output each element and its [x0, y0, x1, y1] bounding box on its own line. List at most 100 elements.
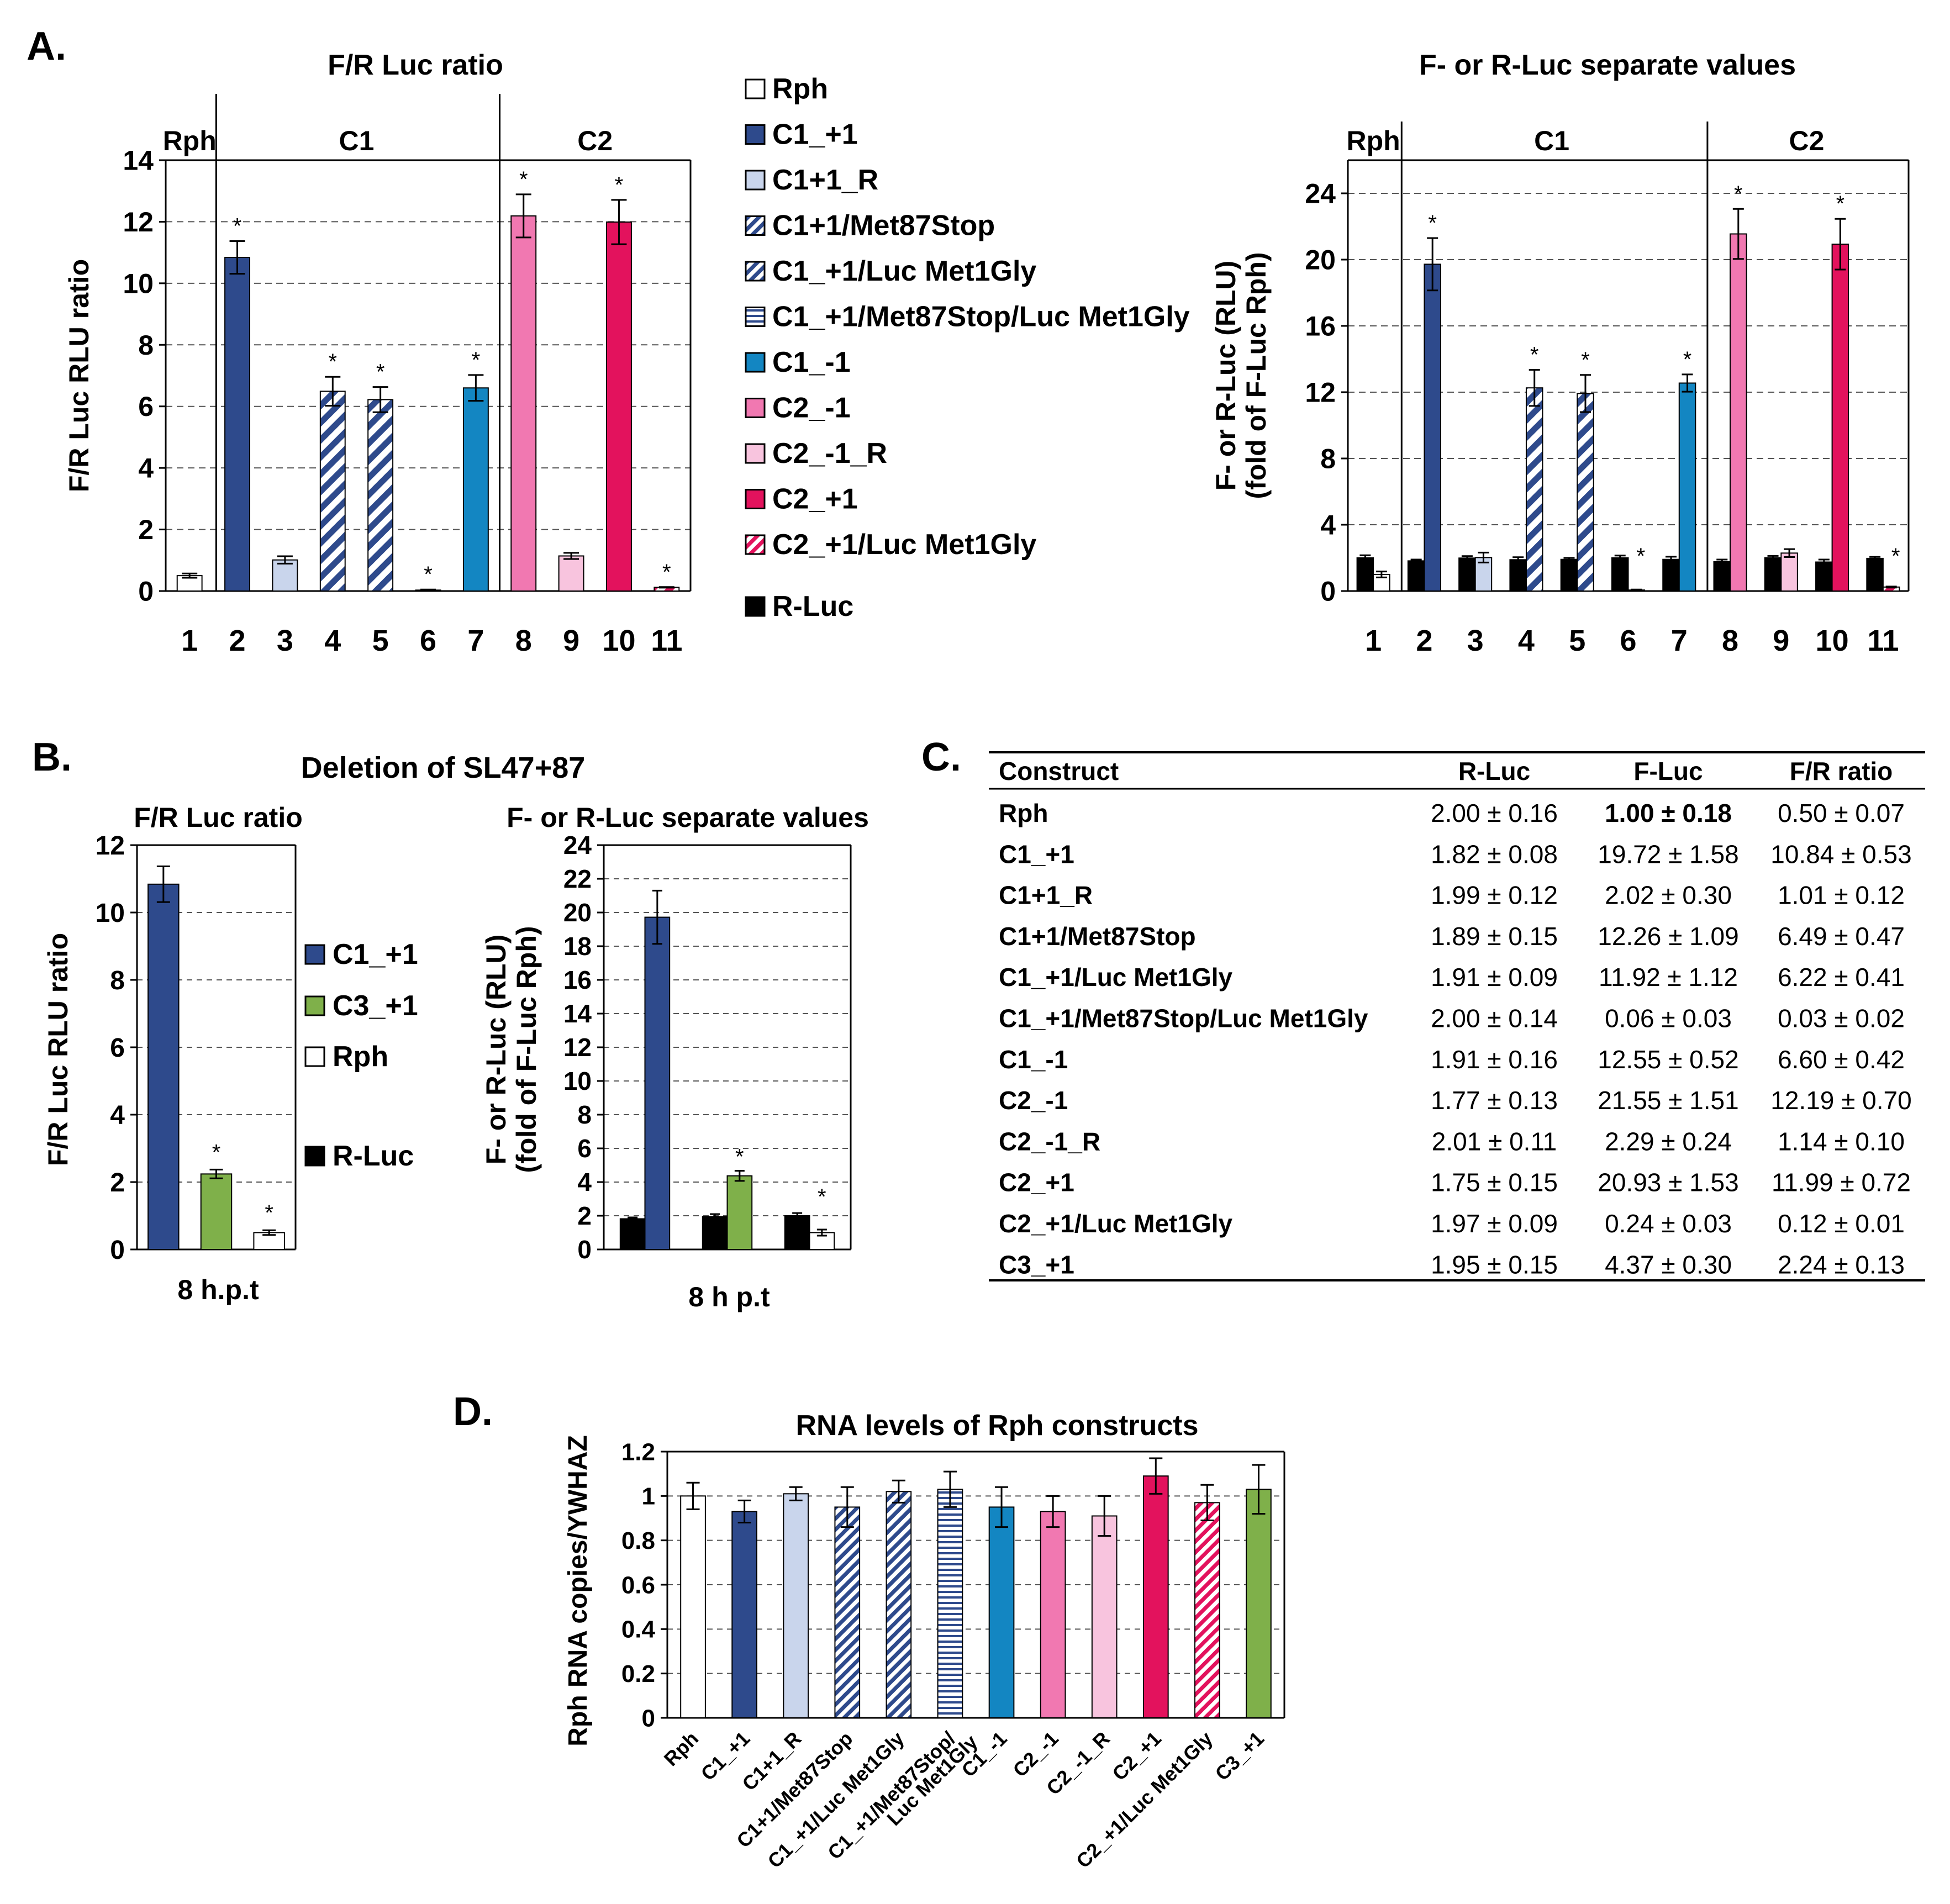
table-c-cell: 12.19 ± 0.70	[1770, 1086, 1911, 1115]
a-left-significance: *	[233, 214, 242, 239]
panel-label-c: C.	[921, 735, 961, 779]
b-right-tick-label: 20	[563, 898, 592, 927]
table-c-construct: Rph	[999, 799, 1048, 827]
a-right-x-label: 3	[1467, 624, 1484, 657]
legend-a-label: C2_+1/Luc Met1Gly	[772, 529, 1036, 561]
a-right-bar-fluc	[1577, 393, 1594, 592]
table-c-cell: 12.55 ± 0.52	[1598, 1045, 1738, 1074]
table-c-construct: C1_+1/Luc Met1Gly	[999, 963, 1233, 991]
a-right-tick-label: 16	[1305, 311, 1336, 342]
a-right-bar-rluc	[1356, 557, 1374, 592]
table-c: Construct R-Luc F-Luc F/R ratio Rph 2.00 ± 0.…	[989, 751, 1925, 1281]
a-left-x-label: 6	[420, 624, 436, 657]
d-x-label: C3_+1	[1210, 1727, 1268, 1785]
legend-b-swatch	[304, 995, 325, 1016]
a-right-x-label: 4	[1518, 624, 1535, 657]
legend-a-swatch	[745, 398, 766, 418]
d-tick-label: 0.8	[621, 1527, 655, 1554]
b-left-bar	[147, 883, 180, 1250]
a-right-tick-label: 4	[1320, 510, 1336, 541]
table-c-header: R-Luc	[1458, 757, 1530, 785]
panel-label-a: A.	[27, 24, 66, 68]
b-left-tick-label: 0	[110, 1236, 125, 1265]
a-right-significance: *	[1683, 347, 1692, 372]
table-c-cell: 2.24 ± 0.13	[1778, 1250, 1905, 1279]
legend-a-label: C2_-1	[772, 392, 851, 424]
table-c-cell: 1.91 ± 0.16	[1431, 1045, 1558, 1074]
a-right-significance: *	[1428, 211, 1437, 235]
legend-a-label: C2_-1_R	[772, 437, 887, 470]
b-right-y-label: (fold of F-Luc Rph)	[511, 926, 542, 1173]
a-left-tick-label: 2	[138, 514, 154, 545]
d-bar	[988, 1506, 1015, 1719]
a-left-tick-label: 10	[123, 268, 154, 299]
d-bar	[1091, 1515, 1118, 1719]
a-left-y-label: F/R Luc RLU ratio	[64, 259, 94, 492]
a-right-tick-label: 8	[1320, 444, 1336, 474]
legend-b-swatch	[304, 1046, 325, 1067]
a-left-significance: *	[662, 560, 671, 584]
legend-a-swatch	[745, 261, 766, 282]
table-c-cell: 19.72 ± 1.58	[1598, 840, 1738, 868]
b-left-y-label: F/R Luc RLU ratio	[43, 933, 73, 1166]
a-right-x-label: 2	[1416, 624, 1432, 657]
a-right-bar-rluc	[1509, 559, 1527, 592]
d-bar	[886, 1491, 912, 1719]
a-right-bar-rluc	[1662, 558, 1680, 592]
b-left-bar	[200, 1173, 233, 1251]
legend-a-label: Rph	[772, 73, 828, 105]
a-left-significance: *	[424, 562, 433, 587]
a-right-bar-rluc	[1764, 557, 1782, 592]
table-c-construct: C1+1_R	[999, 881, 1093, 910]
b-right-x-label: 8 h p.t	[688, 1281, 770, 1312]
d-y-label: Rph RNA copies/YWHAZ	[563, 1435, 593, 1747]
a-left-x-label: 4	[324, 624, 341, 657]
a-right-bar-rluc	[1407, 560, 1425, 592]
legend-b-label: C3_+1	[333, 990, 418, 1022]
table-c-construct: C2_+1/Luc Met1Gly	[999, 1209, 1233, 1238]
legend-a-swatch	[745, 352, 766, 373]
b-right-tick-label: 10	[563, 1067, 592, 1095]
table-c-cell: 2.02 ± 0.30	[1605, 881, 1732, 910]
a-right-bar-fluc	[1525, 387, 1543, 592]
table-c-cell: 0.24 ± 0.03	[1605, 1209, 1732, 1238]
b-right-tick-label: 16	[563, 966, 592, 994]
legend-a-swatch	[745, 489, 766, 509]
legend-a-label: R-Luc	[772, 590, 853, 623]
b-right-tick-label: 8	[577, 1100, 592, 1129]
b-right-tick-label: 18	[563, 932, 592, 961]
d-bar	[1246, 1489, 1272, 1719]
a-right-bar-rluc	[1713, 561, 1731, 592]
a-right-significance: *	[1734, 182, 1743, 206]
b-right-tick-label: 0	[577, 1235, 592, 1264]
table-c-cell: 1.77 ± 0.13	[1431, 1086, 1558, 1115]
b-right-bar-rluc	[619, 1218, 646, 1250]
b-left-tick-label: 6	[110, 1033, 125, 1063]
a-left-tick-label: 14	[123, 145, 154, 176]
legend-a-swatch	[745, 307, 766, 327]
panel-b-title: Deletion of SL47+87	[301, 751, 586, 784]
table-c-cell: 11.99 ± 0.72	[1772, 1168, 1911, 1197]
a-left-tick-label: 8	[138, 330, 154, 361]
legend-a-label: C1_-1	[772, 346, 851, 378]
a-right-x-label: 5	[1569, 624, 1585, 657]
table-c-cell: 20.93 ± 1.53	[1598, 1168, 1738, 1197]
a-right-x-label: 1	[1365, 624, 1382, 657]
a-right-x-label: 7	[1671, 624, 1688, 657]
table-c-construct: C1_+1/Met87Stop/Luc Met1Gly	[999, 1004, 1368, 1033]
chart-b-separate-values: F- or R-Luc separate values0246810121416…	[481, 802, 869, 1312]
table-c-cell: 0.50 ± 0.07	[1778, 799, 1905, 827]
b-right-tick-label: 22	[563, 864, 592, 893]
table-c-construct: C1_-1	[999, 1045, 1068, 1074]
a-right-bar-fluc	[1730, 233, 1747, 592]
table-c-cell: 6.49 ± 0.47	[1778, 922, 1905, 951]
table-c-cell: 1.97 ± 0.09	[1431, 1209, 1558, 1238]
table-c-cell: 0.03 ± 0.02	[1778, 1004, 1905, 1033]
b-right-tick-label: 14	[563, 999, 592, 1028]
b-left-tick-label: 12	[96, 831, 125, 861]
b-left-tick-label: 4	[110, 1101, 125, 1130]
a-left-bar	[272, 559, 298, 592]
a-left-tick-label: 4	[138, 453, 154, 484]
d-bar	[783, 1493, 809, 1718]
